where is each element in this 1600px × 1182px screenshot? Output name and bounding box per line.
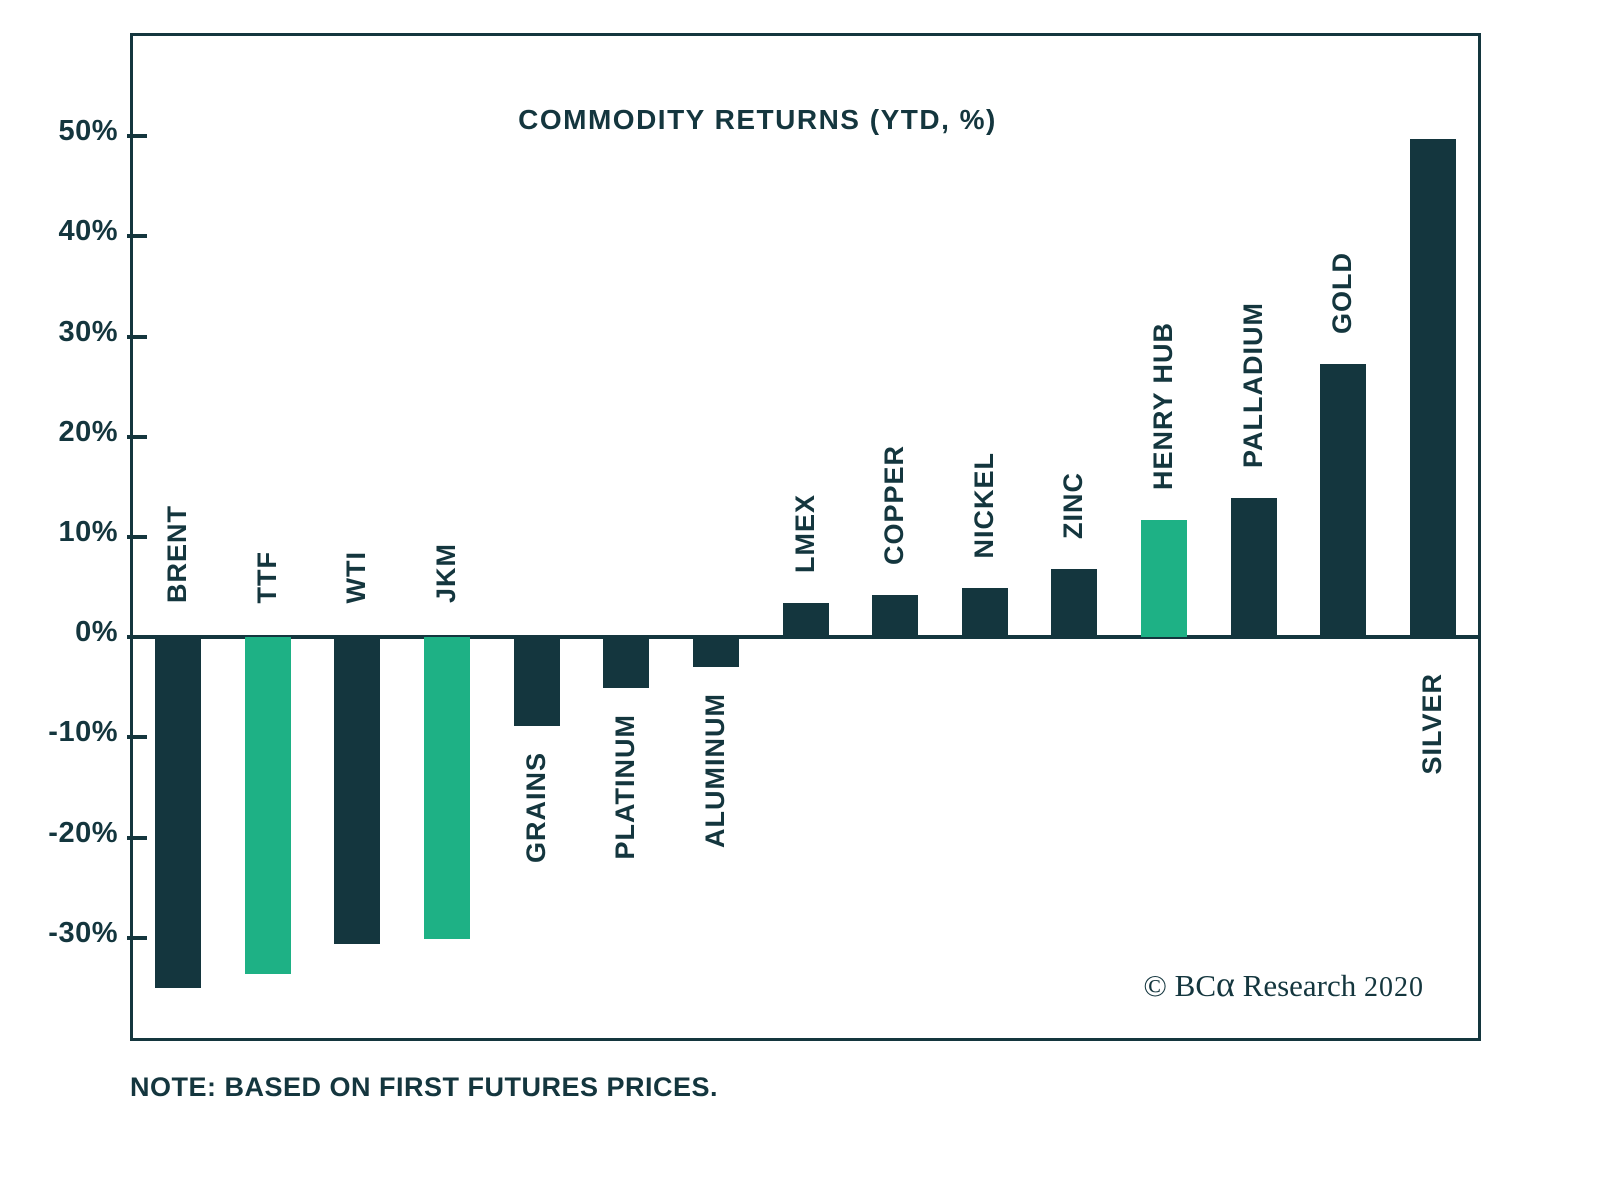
bar-jkm <box>423 637 470 939</box>
y-tick-label-30: 30% <box>58 315 118 348</box>
copyright-prefix: © BC <box>1143 968 1217 1003</box>
y-tick--30 <box>127 935 147 940</box>
bar-label-zinc: ZINC <box>1058 472 1089 540</box>
bar-grains <box>513 637 560 727</box>
bar-label-aluminum: ALUMINUM <box>699 693 730 849</box>
bar-nickel <box>961 588 1008 638</box>
bar-label-brent: BRENT <box>162 505 192 604</box>
y-tick-30 <box>127 334 147 339</box>
bar-henry-hub <box>1141 519 1188 638</box>
copyright-year: 2020 <box>1364 972 1424 1003</box>
copyright-text: © BCα Research 2020 <box>1143 966 1424 1004</box>
bar-lmex <box>782 603 829 638</box>
y-tick-label--20: -20% <box>48 816 118 849</box>
bar-label-jkm: JKM <box>430 543 461 604</box>
bar-label-copper: COPPER <box>879 445 910 566</box>
copyright-alpha: α <box>1216 964 1235 1004</box>
bar-label-wti: WTI <box>341 550 372 604</box>
bar-label-gold: GOLD <box>1327 251 1358 334</box>
bar-zinc <box>1051 569 1098 638</box>
y-tick-40 <box>127 234 147 239</box>
y-tick-label-50: 50% <box>58 115 118 148</box>
y-tick-20 <box>127 434 147 439</box>
y-tick-label-0: 0% <box>75 616 118 649</box>
bar-label-palladium: PALLADIUM <box>1237 301 1268 468</box>
bar-label-nickel: NICKEL <box>968 451 999 559</box>
bar-gold <box>1320 363 1367 638</box>
bar-label-grains: GRAINS <box>520 752 551 864</box>
y-tick-label--30: -30% <box>48 916 118 949</box>
chart-title: COMMODITY RETURNS (YTD, %) <box>518 104 997 135</box>
bar-label-lmex: LMEX <box>789 494 820 574</box>
bar-copper <box>872 595 919 638</box>
y-tick-10 <box>127 535 147 539</box>
bar-brent <box>155 637 201 988</box>
zero-axis-line <box>130 635 1481 640</box>
copyright-suffix: Research <box>1234 968 1364 1003</box>
y-tick--10 <box>127 735 147 740</box>
y-tick-label-20: 20% <box>58 415 118 448</box>
bar-label-henry-hub: HENRY HUB <box>1148 321 1179 490</box>
bar-ttf <box>244 637 291 974</box>
bar-platinum <box>603 637 650 689</box>
bar-label-silver: SILVER <box>1417 673 1447 775</box>
y-tick-50 <box>127 134 147 139</box>
y-tick-label-10: 10% <box>58 516 118 548</box>
bar-label-ttf: TTF <box>251 550 282 604</box>
plot-area: COMMODITY RETURNS (YTD, %) © BCα Researc… <box>127 33 1481 1041</box>
bar-wti <box>334 637 381 944</box>
y-tick-label-40: 40% <box>58 215 118 248</box>
bar-label-platinum: PLATINUM <box>610 714 641 860</box>
bar-silver <box>1410 139 1456 638</box>
y-tick-0 <box>127 635 147 640</box>
bar-palladium <box>1230 497 1277 638</box>
bar-aluminum <box>692 637 739 668</box>
footnote-text: NOTE: BASED ON FIRST FUTURES PRICES. <box>130 1072 719 1102</box>
y-tick--20 <box>127 835 147 840</box>
y-tick-label--10: -10% <box>48 716 118 749</box>
